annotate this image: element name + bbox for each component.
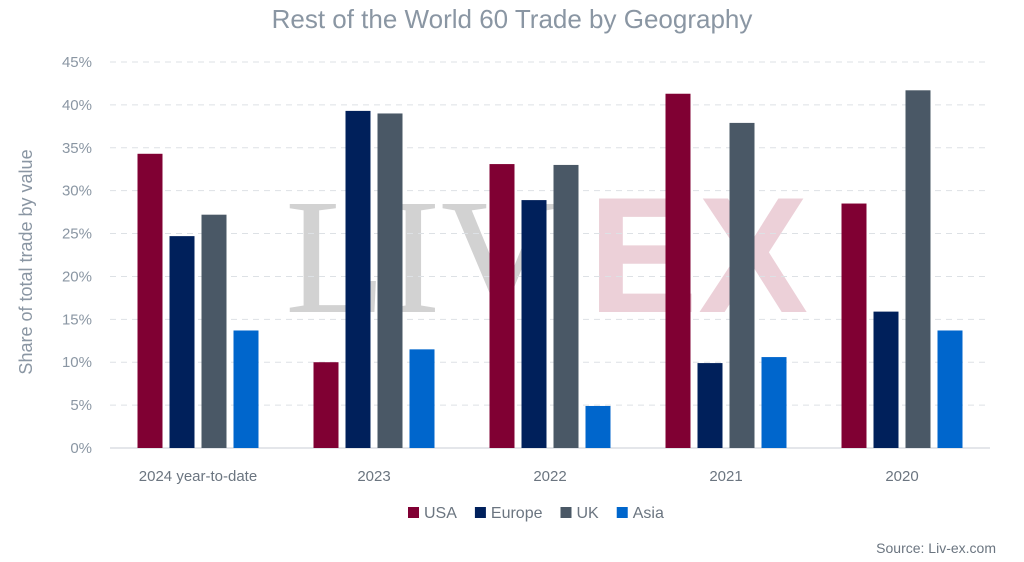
bar-uk-3 [729, 122, 755, 448]
bar-usa-0 [137, 153, 163, 448]
bar-europe-1 [345, 110, 371, 448]
bar-asia-0 [233, 330, 259, 448]
source-note: Source: Liv-ex.com [876, 540, 996, 556]
legend-label-asia: Asia [633, 505, 664, 522]
legend-label-usa: USA [424, 505, 457, 522]
y-tick-label: 10% [62, 354, 92, 371]
x-tick-label: 2024 year-to-date [139, 468, 257, 485]
legend-swatch-europe [474, 507, 486, 518]
bar-europe-2 [521, 200, 547, 448]
y-axis-title: Share of total trade by value [16, 149, 36, 374]
bar-europe-0 [169, 236, 195, 448]
bar-asia-1 [409, 349, 435, 448]
legend: USA Europe UK Asia [408, 505, 664, 522]
bar-asia-4 [937, 330, 963, 448]
legend-label-uk: UK [577, 505, 600, 522]
bar-uk-2 [553, 164, 579, 448]
chart-title: Rest of the World 60 Trade by Geography [271, 4, 753, 34]
bar-uk-4 [905, 90, 931, 448]
y-tick-label: 5% [70, 397, 92, 414]
legend-swatch-asia [616, 507, 628, 518]
x-tick-label: 2022 [533, 468, 566, 485]
y-tick-label: 40% [62, 97, 92, 114]
bar-uk-0 [201, 214, 227, 448]
y-tick-label: 45% [62, 54, 92, 71]
bar-europe-4 [873, 311, 899, 448]
y-tick-label: 30% [62, 183, 92, 200]
y-tick-label: 25% [62, 226, 92, 243]
x-tick-label: 2020 [885, 468, 918, 485]
bar-uk-1 [377, 113, 403, 448]
bar-usa-4 [841, 203, 867, 448]
y-axis-ticks: 0% 5% 10% 15% 20% 25% 30% 35% 40% 45% [62, 54, 92, 457]
bars [137, 90, 963, 448]
bar-asia-3 [761, 357, 787, 448]
legend-swatch-uk [560, 507, 572, 518]
x-tick-label: 2023 [357, 468, 390, 485]
bar-usa-2 [489, 164, 515, 448]
bar-usa-3 [665, 93, 691, 448]
bar-europe-3 [697, 363, 723, 448]
y-tick-label: 0% [70, 440, 92, 457]
legend-swatch-usa [408, 507, 419, 518]
legend-label-europe: Europe [491, 505, 543, 522]
x-axis-labels: 2024 year-to-date 2023 2022 2021 2020 [139, 468, 919, 485]
y-tick-label: 35% [62, 140, 92, 157]
bar-asia-2 [585, 405, 611, 448]
watermark-ex: EX [588, 163, 808, 347]
y-tick-label: 20% [62, 268, 92, 285]
watermark-liv: LIV [285, 165, 560, 348]
bar-usa-1 [313, 362, 339, 448]
x-tick-label: 2021 [709, 468, 742, 485]
y-tick-label: 15% [62, 311, 92, 328]
